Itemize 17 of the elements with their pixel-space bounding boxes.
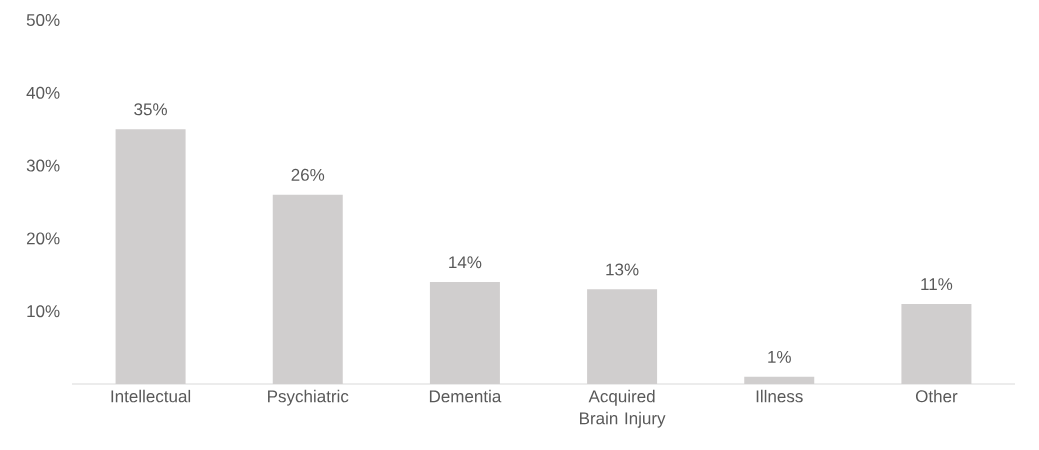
- x-tick-label: Intellectual: [111, 389, 191, 403]
- x-tick-label: Psychiatric: [268, 389, 349, 406]
- y-tick-label: 40%: [26, 86, 60, 99]
- x-tick-label: Illness: [756, 389, 803, 403]
- y-tick-label: 20%: [26, 232, 60, 245]
- data-label: 35%: [134, 103, 167, 116]
- data-label: 1%: [768, 350, 791, 363]
- data-label: 13%: [606, 263, 639, 276]
- y-tick-label: 50%: [26, 13, 60, 27]
- data-label: 14%: [449, 256, 482, 269]
- x-tick-label: Other: [915, 389, 958, 403]
- y-tick-label: 10%: [27, 305, 60, 318]
- y-tick-label: 30%: [26, 159, 60, 172]
- x-tick-label: Acquired Brain Injury: [580, 389, 666, 428]
- data-label: 11%: [921, 278, 953, 291]
- x-tick-label: Dementia: [429, 389, 502, 403]
- data-label: 26%: [291, 168, 325, 181]
